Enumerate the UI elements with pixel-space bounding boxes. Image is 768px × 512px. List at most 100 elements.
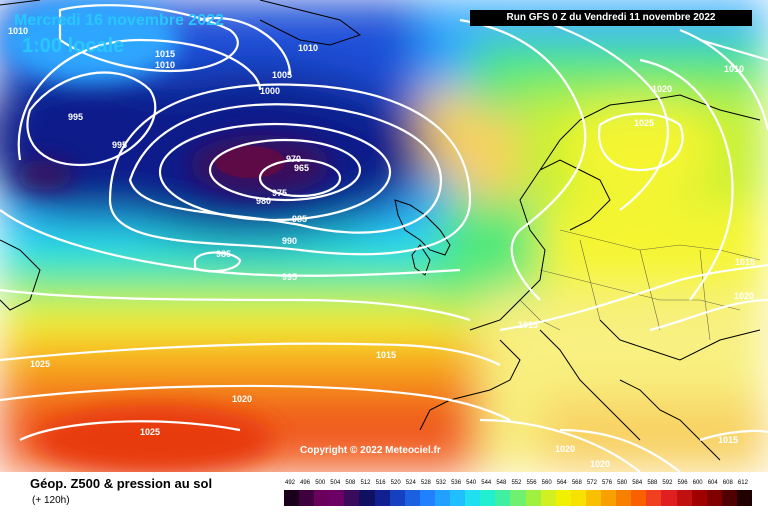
- scale-tick-label: 536: [451, 480, 462, 486]
- svg-text:1020: 1020: [555, 444, 575, 454]
- scale-tick-label: 516: [375, 480, 386, 486]
- scale-tick-label: 496: [300, 480, 311, 486]
- scale-tick-label: 540: [466, 480, 477, 486]
- forecast-date: Mercredi 16 novembre 2022: [14, 12, 224, 29]
- scale-swatch: [359, 490, 376, 506]
- svg-text:970: 970: [286, 154, 301, 164]
- geopotential-map: 1015 1010 1010 1005 1000 995 995 970 965…: [0, 0, 768, 472]
- scale-tick-label: 556: [526, 480, 537, 486]
- svg-text:1025: 1025: [140, 427, 160, 437]
- scale-tick-label: 612: [737, 480, 748, 486]
- scale-swatch: [646, 490, 662, 506]
- scale-tick-label: 492: [285, 480, 296, 486]
- svg-text:995: 995: [282, 272, 297, 282]
- scale-swatch: [299, 490, 315, 506]
- svg-text:1015: 1015: [735, 257, 755, 267]
- scale-tick-label: 600: [692, 480, 703, 486]
- scale-swatch: [465, 490, 481, 506]
- svg-text:1020: 1020: [232, 394, 252, 404]
- svg-text:995: 995: [112, 140, 127, 150]
- model-run-info: Run GFS 0 Z du Vendredi 11 novembre 2022: [470, 10, 752, 26]
- scale-tick-label: 548: [496, 480, 507, 486]
- isobar-labels: 1015 1010 1010 1005 1000 995 995 970 965…: [8, 26, 755, 469]
- scale-swatch: [329, 490, 345, 506]
- scale-swatch: [434, 490, 451, 506]
- scale-swatch: [691, 490, 708, 506]
- scale-tick-label: 572: [586, 480, 597, 486]
- scale-tick-label: 528: [420, 480, 431, 486]
- svg-text:985: 985: [216, 249, 231, 259]
- scale-swatch: [585, 490, 602, 506]
- color-scale-bar: [284, 490, 753, 506]
- scale-swatch: [736, 490, 753, 506]
- scale-tick-label: 532: [435, 480, 446, 486]
- scale-swatch: [419, 490, 436, 506]
- svg-text:1010: 1010: [8, 26, 28, 36]
- scale-swatch: [314, 490, 330, 506]
- scale-swatch: [510, 490, 527, 506]
- scale-tick-label: 524: [405, 480, 416, 486]
- svg-text:990: 990: [282, 236, 297, 246]
- scale-tick-label: 580: [617, 480, 628, 486]
- scale-swatch: [616, 490, 632, 506]
- svg-text:1015: 1015: [718, 435, 738, 445]
- svg-text:1005: 1005: [272, 70, 292, 80]
- scale-tick-label: 584: [632, 480, 643, 486]
- svg-text:975: 975: [272, 188, 287, 198]
- svg-text:1000: 1000: [260, 86, 280, 96]
- scale-swatch: [676, 490, 693, 506]
- svg-text:965: 965: [294, 163, 309, 173]
- scale-swatch: [706, 490, 723, 506]
- svg-text:1010: 1010: [298, 43, 318, 53]
- svg-text:1010: 1010: [724, 64, 744, 74]
- scale-swatch: [525, 490, 542, 506]
- isobars: [0, 4, 768, 472]
- svg-text:980: 980: [256, 196, 271, 206]
- scale-tick-label: 544: [481, 480, 492, 486]
- scale-tick-label: 588: [647, 480, 658, 486]
- scale-tick-label: 520: [390, 480, 401, 486]
- scale-tick-label: 596: [677, 480, 688, 486]
- scale-swatch: [284, 490, 300, 506]
- coastlines: [0, 0, 761, 461]
- scale-tick-label: 552: [511, 480, 522, 486]
- svg-text:995: 995: [68, 112, 83, 122]
- scale-swatch: [661, 490, 677, 506]
- scale-swatch: [344, 490, 360, 506]
- lead-time: (+ 120h): [32, 495, 70, 506]
- scale-tick-label: 592: [662, 480, 673, 486]
- isobar-label-1015-europe: 1015: [518, 320, 538, 330]
- copyright-notice: Copyright © 2022 Meteociel.fr: [300, 445, 441, 456]
- scale-tick-label: 564: [556, 480, 567, 486]
- svg-text:1015: 1015: [376, 350, 396, 360]
- color-scale-labels: 492 496 500 504 508 512 516 520 524 528 532 536 540 5…: [284, 478, 752, 490]
- svg-text:1020: 1020: [734, 291, 754, 301]
- scale-tick-label: 608: [722, 480, 733, 486]
- scale-swatch: [721, 490, 738, 506]
- scale-swatch: [450, 490, 466, 506]
- scale-tick-label: 576: [602, 480, 613, 486]
- scale-swatch: [570, 490, 587, 506]
- svg-text:1025: 1025: [634, 118, 654, 128]
- scale-swatch: [389, 490, 406, 506]
- scale-tick-label: 504: [330, 480, 341, 486]
- scale-tick-label: 568: [571, 480, 582, 486]
- scale-swatch: [404, 490, 421, 506]
- scale-tick-label: 512: [360, 480, 371, 486]
- scale-swatch: [631, 490, 647, 506]
- scale-swatch: [480, 490, 496, 506]
- scale-tick-label: 560: [541, 480, 552, 486]
- svg-text:1020: 1020: [590, 459, 610, 469]
- scale-swatch: [555, 490, 572, 506]
- scale-swatch: [601, 490, 617, 506]
- svg-text:1010: 1010: [155, 60, 175, 70]
- svg-text:1020: 1020: [652, 84, 672, 94]
- scale-swatch: [374, 490, 391, 506]
- scale-tick-label: 500: [315, 480, 326, 486]
- svg-text:1015: 1015: [155, 49, 175, 59]
- parameter-title: Géop. Z500 & pression au sol: [30, 476, 213, 491]
- svg-text:1025: 1025: [30, 359, 50, 369]
- scale-swatch: [540, 490, 557, 506]
- svg-text:985: 985: [292, 214, 307, 224]
